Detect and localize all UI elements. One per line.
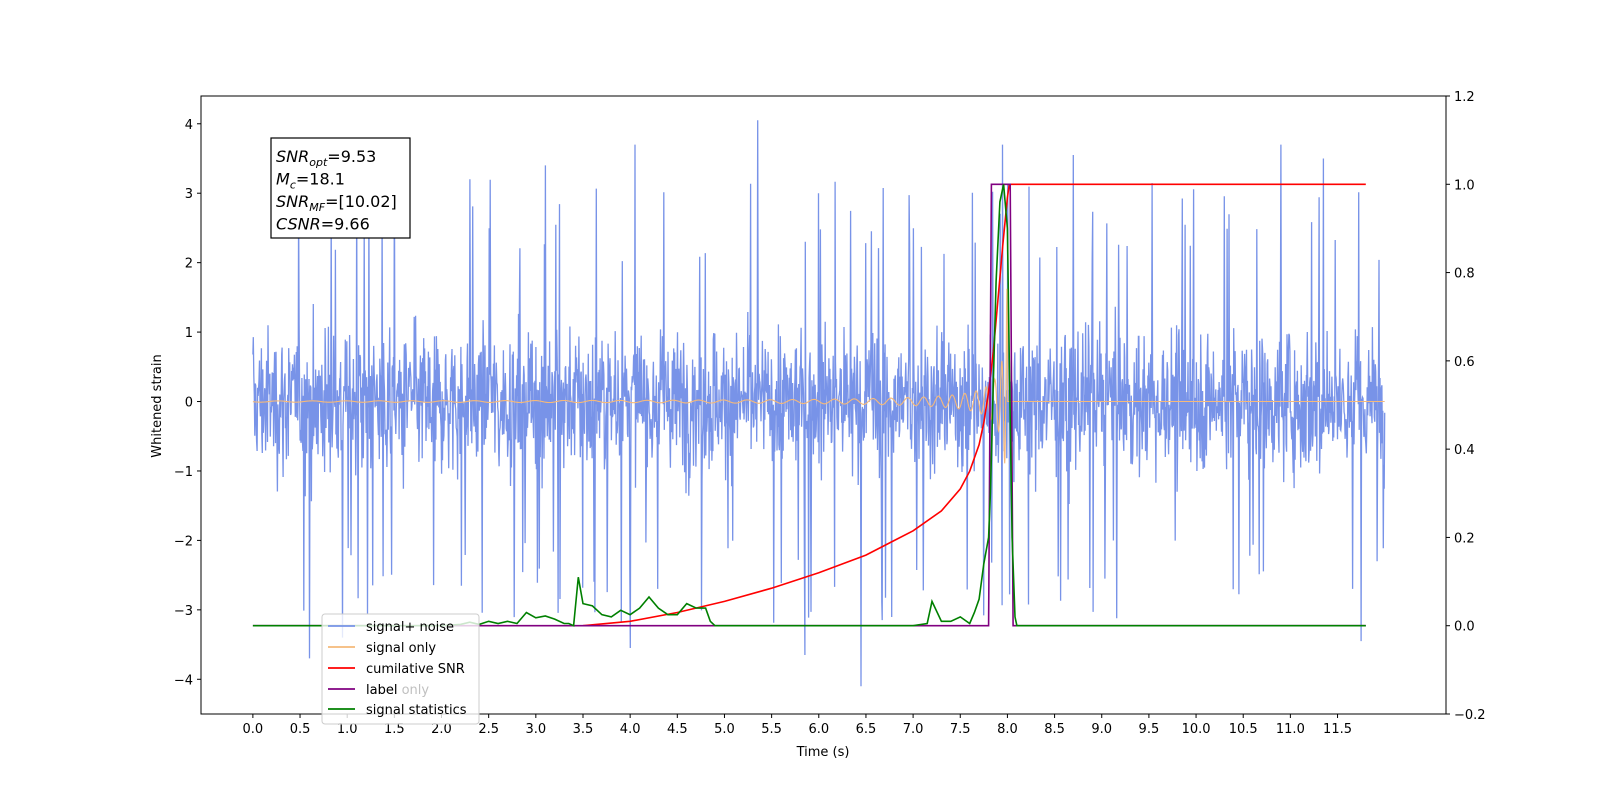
y-right-tick-label: 1.2 bbox=[1454, 90, 1475, 105]
x-tick-label: 0.5 bbox=[290, 722, 311, 737]
y-right-tick-label: 0.6 bbox=[1454, 355, 1475, 370]
x-tick-label: 11.0 bbox=[1276, 722, 1305, 737]
legend-label-signal-only: signal only bbox=[366, 641, 436, 656]
info-symbol: SNR bbox=[276, 147, 309, 166]
y-left-tick-label: 2 bbox=[185, 257, 193, 272]
x-tick-label: 3.0 bbox=[525, 722, 546, 737]
info-symbol: SNR bbox=[276, 192, 309, 211]
x-tick-label: 4.5 bbox=[667, 722, 688, 737]
series-signal-noise bbox=[252, 120, 1386, 687]
x-tick-label: 8.0 bbox=[997, 722, 1018, 737]
y-left-tick-label: −3 bbox=[174, 604, 193, 619]
info-value: =9.53 bbox=[327, 147, 376, 166]
info-line: CSNR=9.66 bbox=[276, 215, 370, 234]
x-tick-label: 7.5 bbox=[950, 722, 971, 737]
legend-frame bbox=[321, 613, 480, 725]
y-left-tick-label: −1 bbox=[174, 465, 193, 480]
y-left-tick-label: 0 bbox=[185, 396, 193, 411]
x-tick-label: 8.5 bbox=[1044, 722, 1065, 737]
y-left-tick-label: 4 bbox=[185, 118, 193, 133]
y-right-tick-label: 0.2 bbox=[1454, 531, 1475, 546]
info-symbol: CSNR bbox=[276, 215, 321, 234]
x-tick-label: 9.0 bbox=[1091, 722, 1112, 737]
legend-label-signal-noise: signal+ noise bbox=[366, 620, 454, 635]
series-cumilative-snr bbox=[582, 183, 1366, 627]
legend-label-cumilative-snr: cumilative SNR bbox=[366, 662, 465, 677]
info-line: SNRopt=9.53 bbox=[276, 147, 376, 169]
y-right-tick-label: 0.4 bbox=[1454, 443, 1475, 458]
y-left-tick-label: −4 bbox=[174, 673, 193, 688]
x-tick-label: 1.5 bbox=[384, 722, 405, 737]
y-right-tick-label: −0.2 bbox=[1454, 708, 1486, 723]
x-tick-label: 10.0 bbox=[1182, 722, 1211, 737]
legend-label-signal-statistics: signal statistics bbox=[366, 703, 467, 718]
legend-label-label-only: label only bbox=[366, 683, 429, 698]
y-right-tick-label: 1.0 bbox=[1454, 178, 1475, 193]
x-tick-label: 2.5 bbox=[478, 722, 499, 737]
info-box-frame bbox=[270, 137, 411, 239]
x-tick-label: 10.5 bbox=[1229, 722, 1258, 737]
info-line: Mc=18.1 bbox=[276, 170, 345, 192]
y-left-tick-label: 1 bbox=[185, 326, 193, 341]
series-signal-only bbox=[252, 288, 1385, 464]
y-left-tick-label: 3 bbox=[185, 187, 193, 202]
y-axis-label: Whitened strain bbox=[150, 354, 165, 457]
y-right-tick-label: 0.8 bbox=[1454, 267, 1475, 282]
x-tick-label: 6.0 bbox=[808, 722, 829, 737]
info-subscript: opt bbox=[309, 156, 328, 169]
x-tick-label: 9.5 bbox=[1139, 722, 1160, 737]
x-tick-label: 4.0 bbox=[620, 722, 641, 737]
x-axis-label: Time (s) bbox=[796, 745, 850, 760]
y-left-tick-label: −2 bbox=[174, 534, 193, 549]
plot-frame bbox=[200, 95, 1447, 715]
info-subscript: c bbox=[290, 179, 296, 192]
x-tick-label: 5.0 bbox=[714, 722, 735, 737]
info-symbol: M bbox=[276, 170, 290, 189]
x-tick-label: 1.0 bbox=[337, 722, 358, 737]
x-tick-label: 0.0 bbox=[243, 722, 264, 737]
x-tick-label: 5.5 bbox=[761, 722, 782, 737]
x-tick-label: 3.5 bbox=[573, 722, 594, 737]
info-subscript: MF bbox=[309, 201, 325, 214]
x-tick-label: 2.0 bbox=[431, 722, 452, 737]
legend-label-label: label bbox=[366, 683, 397, 698]
axes: 0.0 0.5 1.0 1.5 2.0 2.5 3.0 3.5 4.0 4.5 5.0 5.5 6.0 6… bbox=[174, 90, 1486, 737]
info-value: =18.1 bbox=[296, 170, 345, 189]
y-right-tick-label: 0.0 bbox=[1454, 620, 1475, 635]
series-signal-statistics bbox=[252, 184, 1366, 627]
info-value: =[10.02] bbox=[325, 192, 397, 211]
info-value: =9.66 bbox=[321, 215, 370, 234]
legend: signal+ noise signal only cumilative SNR la… bbox=[321, 613, 480, 725]
plot-area bbox=[252, 120, 1386, 687]
info-line: SNRMF=[10.02] bbox=[276, 192, 397, 214]
x-tick-label: 6.5 bbox=[856, 722, 877, 737]
x-tick-label: 7.0 bbox=[903, 722, 924, 737]
x-tick-label: 11.5 bbox=[1323, 722, 1352, 737]
